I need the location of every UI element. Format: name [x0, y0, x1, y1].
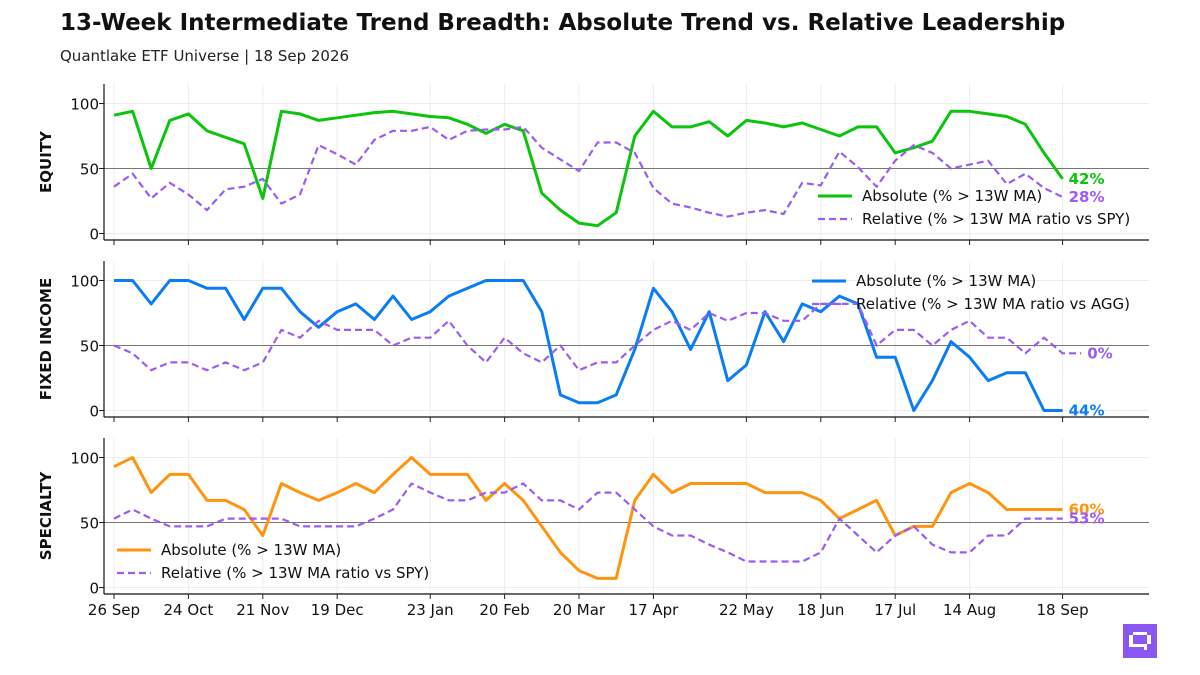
- legend-label: Relative (% > 13W MA ratio vs AGG): [856, 295, 1130, 313]
- legend-label: Absolute (% > 13W MA): [161, 541, 341, 559]
- y-tick-label: 0: [89, 580, 99, 598]
- logo-icon: [1123, 624, 1157, 658]
- y-tick-label: 0: [89, 403, 99, 421]
- x-tick-label: 17 Apr: [628, 601, 679, 619]
- logo-glyph: [1129, 632, 1151, 650]
- x-tick-label: 21 Nov: [236, 601, 289, 619]
- x-tick-label: 19 Dec: [311, 601, 364, 619]
- x-tick-label: 26 Sep: [88, 601, 140, 619]
- x-tick-label: 23 Jan: [407, 601, 454, 619]
- chart-subtitle: Quantlake ETF Universe | 18 Sep 2026: [60, 47, 350, 65]
- y-tick-label: 0: [89, 226, 99, 244]
- legend-label: Relative (% > 13W MA ratio vs SPY): [862, 210, 1130, 228]
- y-tick-label: 100: [70, 450, 99, 468]
- x-tick-label: 18 Jun: [797, 601, 844, 619]
- y-tick-label: 50: [80, 161, 99, 179]
- y-tick-label: 50: [80, 338, 99, 356]
- panel-ylabel: SPECIALTY: [37, 471, 55, 561]
- end-value-label: 44%: [1069, 402, 1105, 420]
- panel-ylabel: FIXED INCOME: [37, 278, 55, 400]
- end-value-label: 53%: [1069, 510, 1105, 528]
- end-value-label: 60%: [1069, 501, 1105, 519]
- x-tick-label: 20 Mar: [553, 601, 606, 619]
- legend-label: Relative (% > 13W MA ratio vs SPY): [161, 564, 429, 582]
- legend-label: Absolute (% > 13W MA): [856, 272, 1036, 290]
- end-value-label: 42%: [1069, 170, 1105, 188]
- y-tick-label: 50: [80, 515, 99, 533]
- y-tick-label: 100: [70, 96, 99, 114]
- end-value-label: 0%: [1087, 344, 1112, 362]
- relative-series-line: [113, 125, 1064, 218]
- absolute-series-line: [113, 109, 1064, 228]
- legend-label: Absolute (% > 13W MA): [862, 187, 1042, 205]
- absolute-series-line: [114, 279, 1063, 412]
- x-tick-label: 18 Sep: [1037, 601, 1089, 619]
- x-tick-label: 24 Oct: [164, 601, 214, 619]
- x-tick-label: 20 Feb: [479, 601, 529, 619]
- panel-ylabel: EQUITY: [37, 130, 55, 193]
- x-tick-label: 14 Aug: [943, 601, 996, 619]
- x-tick-label: 22 May: [719, 601, 774, 619]
- y-tick-label: 100: [70, 273, 99, 291]
- end-value-label: 28%: [1069, 188, 1105, 206]
- x-tick-label: 17 Jul: [874, 601, 916, 619]
- chart-title: 13-Week Intermediate Trend Breadth: Abso…: [60, 10, 1066, 36]
- relative-series-line: [113, 482, 1063, 563]
- relative-series-line: [113, 302, 1082, 372]
